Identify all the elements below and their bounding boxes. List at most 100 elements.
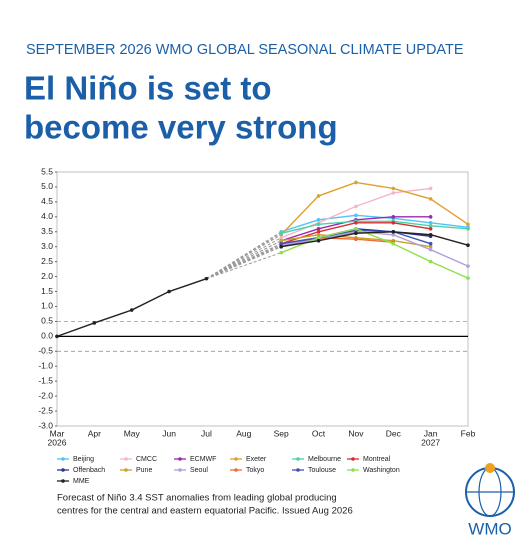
point	[279, 238, 283, 243]
y-tick-label: 4.5	[41, 196, 53, 206]
x-tick-label: Jun	[162, 428, 176, 438]
point	[391, 191, 396, 195]
legend-label: MME	[73, 478, 90, 485]
logo-text: WMO	[468, 519, 511, 538]
point	[428, 223, 433, 228]
point	[279, 244, 283, 249]
x-tick-label: Jan	[424, 428, 438, 438]
legend-label: Montreal	[363, 456, 391, 463]
point	[316, 226, 321, 231]
legend-swatch-point	[351, 468, 355, 472]
legend-label: Toulouse	[308, 467, 336, 474]
y-tick-label: -3.0	[38, 420, 53, 430]
x-tick-label: Aug	[236, 428, 251, 438]
legend-label: Pune	[136, 467, 152, 474]
point	[279, 241, 283, 246]
caption: centres for the central and eastern equa…	[57, 506, 353, 517]
logo-sun	[485, 463, 495, 473]
x-tick-label: Jul	[201, 428, 212, 438]
legend-swatch-point	[61, 468, 65, 472]
point	[279, 250, 283, 255]
legend-swatch-point	[178, 468, 182, 472]
x-tick-label: Oct	[312, 428, 326, 438]
legend-label: Washington	[363, 467, 400, 474]
point	[204, 276, 209, 281]
connector	[206, 240, 282, 280]
legend-label: CMCC	[136, 456, 157, 463]
point	[92, 321, 97, 325]
point	[391, 232, 396, 237]
caption: Forecast of Niño 3.4 SST anomalies from …	[57, 493, 337, 504]
connector	[206, 231, 282, 280]
point	[466, 243, 470, 248]
connector	[206, 237, 282, 280]
point	[428, 241, 433, 246]
legend-swatch-point	[124, 457, 128, 461]
point	[354, 213, 358, 218]
legend-swatch-point	[234, 457, 238, 461]
y-tick-label: -1.5	[38, 375, 53, 385]
point	[428, 215, 433, 219]
plot-frame	[56, 171, 469, 427]
point	[466, 226, 470, 231]
y-tick-label: 1.0	[41, 301, 53, 311]
point	[279, 235, 283, 240]
point	[316, 222, 321, 227]
header: SEPTEMBER 2026 WMO GLOBAL SEASONAL CLIMA…	[26, 42, 464, 58]
point	[466, 264, 470, 268]
legend-label: Seoul	[190, 467, 208, 474]
point	[391, 241, 396, 246]
y-tick-label: 0.5	[41, 316, 53, 326]
connector	[206, 243, 282, 280]
point	[354, 180, 358, 185]
x-tick-label: Mar	[50, 428, 65, 438]
series-line	[280, 181, 469, 236]
point	[354, 226, 358, 231]
legend-label: Tokyo	[246, 467, 264, 474]
legend-label: Exeter	[246, 456, 267, 463]
point	[428, 244, 433, 249]
legend-label: Offenbach	[73, 467, 105, 474]
legend-swatch-point	[296, 468, 300, 472]
point	[279, 231, 283, 236]
y-tick-label: 2.5	[41, 256, 53, 266]
point	[316, 218, 321, 222]
point	[391, 221, 396, 225]
legend-swatch-point	[61, 457, 65, 461]
headline: El Niño is set to	[24, 70, 272, 107]
y-tick-label: 3.5	[41, 226, 53, 236]
legend-swatch-point	[234, 468, 238, 472]
y-tick-label: 4.0	[41, 211, 53, 221]
point	[354, 237, 358, 242]
x-tick-label: Nov	[348, 428, 364, 438]
point	[316, 229, 321, 234]
point	[428, 247, 433, 252]
point	[428, 186, 433, 191]
series-line	[280, 214, 469, 233]
x-tick-year: 2026	[48, 437, 67, 447]
x-tick-label: Feb	[461, 428, 476, 438]
point	[167, 289, 171, 294]
point	[55, 334, 59, 339]
point	[354, 231, 358, 236]
y-tick-label: 2.0	[41, 271, 53, 281]
point	[428, 221, 433, 225]
y-tick-label: 5.5	[41, 166, 53, 176]
point	[428, 232, 433, 237]
y-tick-label: -0.5	[38, 346, 53, 356]
y-tick-label: -1.0	[38, 360, 53, 370]
legend-swatch-point	[61, 479, 65, 483]
legend-label: Melbourne	[308, 456, 341, 463]
x-tick-label: Apr	[88, 428, 101, 438]
legend-label: ECMWF	[190, 456, 216, 463]
point	[391, 229, 396, 234]
y-tick-label: 0.0	[41, 331, 53, 341]
connector	[206, 232, 282, 280]
x-tick-label: Dec	[386, 428, 402, 438]
y-tick-label: -2.5	[38, 405, 53, 415]
point	[316, 194, 321, 198]
legend-swatch-point	[178, 457, 182, 461]
x-tick-year: 2027	[421, 437, 440, 447]
y-tick-label: 5.0	[41, 181, 53, 191]
point	[428, 259, 433, 264]
